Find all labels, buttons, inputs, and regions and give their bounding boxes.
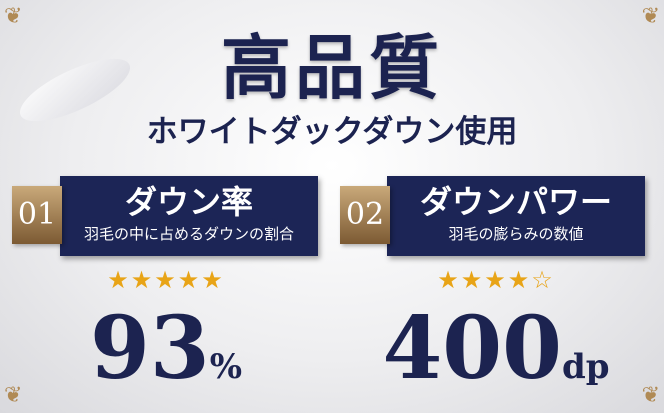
page-subtitle: ホワイトダックダウン使用	[146, 114, 518, 150]
feature-description: 羽毛の中に占めるダウンの割合	[83, 225, 294, 243]
ornament-corner-icon: ❦	[641, 383, 660, 408]
feature-number-badge: 02	[340, 186, 390, 244]
feature-value: 400dp	[346, 298, 646, 399]
value-unit: dp	[561, 347, 610, 387]
ornament-corner-icon: ❦	[4, 383, 23, 408]
feature-number-badge: 01	[12, 186, 62, 244]
ornament-corner-icon: ❦	[641, 4, 660, 29]
value-number: 400	[382, 298, 562, 399]
feature-heading: ダウン率	[124, 183, 253, 221]
feature-panel-down-ratio: ダウン率 羽毛の中に占めるダウンの割合	[60, 176, 318, 256]
star-rating: ★★★★★	[107, 266, 225, 294]
value-number: 93	[90, 298, 210, 399]
feature-panel-down-power: ダウンパワー 羽毛の膨らみの数値	[387, 176, 645, 256]
ornament-corner-icon: ❦	[4, 4, 23, 29]
feature-description: 羽毛の膨らみの数値	[448, 225, 584, 243]
feature-value: 93%	[16, 298, 316, 399]
star-rating: ★★★★☆	[437, 266, 555, 294]
feature-heading: ダウンパワー	[419, 183, 612, 221]
page-title: 高品質	[221, 26, 443, 109]
value-unit: %	[209, 347, 242, 387]
